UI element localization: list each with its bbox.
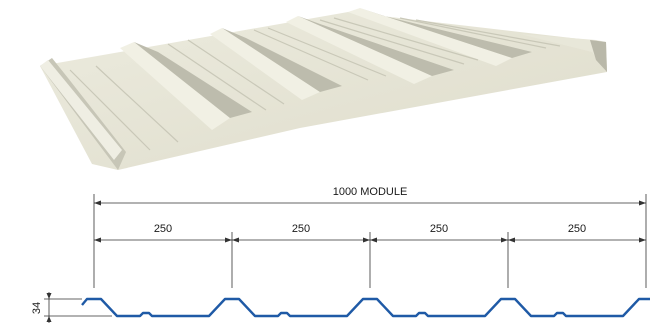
arrow-head [370,237,377,243]
arrow-head [225,237,232,243]
arrow-head [232,237,239,243]
arrow-head [639,237,646,243]
sheet-rib-5-face [348,8,512,66]
sheet-cross-section-profile [81,297,650,318]
sheet-rib-6-face [520,34,606,72]
sheet-rib-6-shadow [590,40,607,72]
sheet-rib-3-face [210,28,320,100]
rib-spacing-label-1: 250 [154,223,172,235]
rib-spacing-label-3: 250 [430,223,448,235]
arrow-head [94,237,101,243]
sheet-render [40,8,607,170]
arrow-head [363,237,370,243]
arrow-head [501,237,508,243]
sheet-rib-4-shadow [298,16,454,76]
sheet-rib-1-top [40,60,122,160]
sheet-rib-4-face [286,16,432,84]
arrow-head [639,200,646,206]
sheet-rib-5-shadow [360,8,532,58]
arrow-head [46,293,52,299]
module-dimension-label: 1000 MODULE [333,186,408,198]
arrow-head [508,237,515,243]
sheet-rib-3-shadow [222,28,342,92]
arrow-head [46,316,52,322]
dimension-drawing: 1000 MODULE 250 250 250 250 34 [31,186,650,323]
rib-spacing-label-2: 250 [292,223,310,235]
rib-spacing-label-4: 250 [568,223,586,235]
arrow-head [94,200,101,206]
sheet-rib-2-face [120,42,230,130]
sheet-rib-2-shadow [134,42,252,118]
pan-stiffener-lines [69,17,561,151]
height-dimension-label: 34 [31,302,43,314]
